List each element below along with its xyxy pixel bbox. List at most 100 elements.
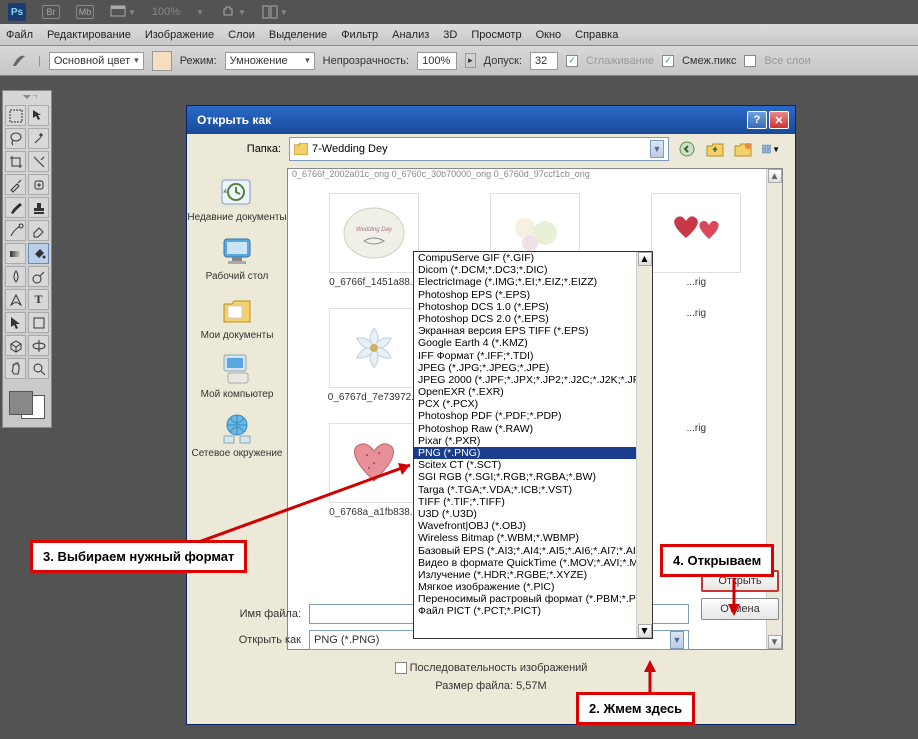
view-menu-icon[interactable]: ▼ xyxy=(761,139,781,159)
hand-tool-icon[interactable] xyxy=(5,358,26,379)
healing-tool-icon[interactable] xyxy=(28,174,49,195)
format-option[interactable]: Переносимый растровый формат (*.PBM;*.PG… xyxy=(414,593,636,605)
color-source-select[interactable]: Основной цвет▾ xyxy=(49,52,144,70)
antialias-checkbox[interactable]: ✓ xyxy=(566,55,578,67)
zoom-tool-icon[interactable] xyxy=(28,358,49,379)
path-select-tool-icon[interactable] xyxy=(5,312,26,333)
place-network[interactable]: Сетевое окружение xyxy=(191,410,282,459)
zoom-level[interactable]: 100% xyxy=(152,6,180,18)
pen-tool-icon[interactable] xyxy=(5,289,26,310)
menu-window[interactable]: Окно xyxy=(536,29,562,41)
format-option[interactable]: Photoshop DCS 1.0 (*.EPS) xyxy=(414,301,636,313)
color-swatches[interactable] xyxy=(5,387,49,423)
contiguous-checkbox[interactable]: ✓ xyxy=(662,55,674,67)
3d-tool-icon[interactable] xyxy=(5,335,26,356)
up-folder-icon[interactable] xyxy=(705,139,725,159)
eraser-tool-icon[interactable] xyxy=(28,220,49,241)
format-option[interactable]: Базовый EPS (*.AI3;*.AI4;*.AI5;*.AI6;*.A… xyxy=(414,545,636,557)
arrange-icon[interactable]: ▼ xyxy=(262,5,288,19)
blend-mode-select[interactable]: Умножение▾ xyxy=(225,52,315,70)
blur-tool-icon[interactable] xyxy=(5,266,26,287)
screen-mode-icon[interactable]: ▼ xyxy=(110,5,136,19)
format-option[interactable]: TIFF (*.TIF;*.TIFF) xyxy=(414,496,636,508)
format-option[interactable]: SGI RGB (*.SGI;*.RGB;*.RGBA;*.BW) xyxy=(414,471,636,483)
format-option[interactable]: Photoshop DCS 2.0 (*.EPS) xyxy=(414,313,636,325)
format-option[interactable]: PNG (*.PNG) xyxy=(414,447,636,459)
format-option[interactable]: Pixar (*.PXR) xyxy=(414,435,636,447)
place-recent[interactable]: Недавние документы xyxy=(187,174,286,223)
stamp-tool-icon[interactable] xyxy=(28,197,49,218)
all-layers-checkbox[interactable] xyxy=(744,55,756,67)
format-option[interactable]: Файл PICT (*.PCT;*.PICT) xyxy=(414,605,636,617)
menu-view[interactable]: Просмотр xyxy=(471,29,521,41)
dodge-tool-icon[interactable] xyxy=(28,266,49,287)
place-desktop[interactable]: Рабочий стол xyxy=(206,233,269,282)
menu-filter[interactable]: Фильтр xyxy=(341,29,378,41)
scroll-down-icon[interactable]: ▼ xyxy=(638,624,652,638)
place-mydocs[interactable]: Мои документы xyxy=(201,292,274,341)
folder-select[interactable]: 7-Wedding Dey ▼ xyxy=(289,137,669,161)
format-option[interactable]: Photoshop EPS (*.EPS) xyxy=(414,289,636,301)
eyedropper-tool-icon[interactable] xyxy=(5,174,26,195)
bridge-icon[interactable]: Br xyxy=(42,5,60,19)
slice-tool-icon[interactable] xyxy=(28,151,49,172)
bucket-tool-icon[interactable] xyxy=(28,243,49,264)
close-icon[interactable]: ✕ xyxy=(769,111,789,129)
place-mycomputer[interactable]: Мой компьютер xyxy=(201,351,274,400)
format-option[interactable]: Google Earth 4 (*.KMZ) xyxy=(414,337,636,349)
type-tool-icon[interactable]: T xyxy=(28,289,49,310)
new-folder-icon[interactable] xyxy=(733,139,753,159)
lasso-tool-icon[interactable] xyxy=(5,128,26,149)
menu-help[interactable]: Справка xyxy=(575,29,618,41)
marquee-tool-icon[interactable] xyxy=(5,105,26,126)
format-option[interactable]: Видео в формате QuickTime (*.MOV;*.AVI;*… xyxy=(414,557,636,569)
menu-image[interactable]: Изображение xyxy=(145,29,214,41)
gradient-tool-icon[interactable] xyxy=(5,243,26,264)
format-option[interactable]: Экранная версия EPS TIFF (*.EPS) xyxy=(414,325,636,337)
format-option[interactable]: JPEG (*.JPG;*.JPEG;*.JPE) xyxy=(414,362,636,374)
format-option[interactable]: JPEG 2000 (*.JPF;*.JPX;*.JP2;*.J2C;*.J2K… xyxy=(414,374,636,386)
chevron-down-icon[interactable]: ▼ xyxy=(650,140,664,158)
shape-tool-icon[interactable] xyxy=(28,312,49,333)
format-option[interactable]: Wavefront|OBJ (*.OBJ) xyxy=(414,520,636,532)
wand-tool-icon[interactable] xyxy=(28,128,49,149)
brush-tool-icon[interactable] xyxy=(5,197,26,218)
scroll-up-icon[interactable]: ▲ xyxy=(638,252,652,266)
color-swatch[interactable] xyxy=(152,51,172,71)
opacity-input[interactable]: 100% xyxy=(417,52,457,70)
mb-icon[interactable]: Mb xyxy=(76,5,94,19)
format-scrointerl[interactable]: ▲ ▼ xyxy=(636,252,652,638)
format-option[interactable]: ElectricImage (*.IMG;*.EI;*.EIZ;*.EIZZ) xyxy=(414,276,636,288)
format-option[interactable]: Wireless Bitmap (*.WBM;*.WBMP) xyxy=(414,532,636,544)
menu-edit[interactable]: Редактирование xyxy=(47,29,131,41)
move-tool-icon[interactable] xyxy=(28,105,49,126)
format-option[interactable]: OpenEXR (*.EXR) xyxy=(414,386,636,398)
format-option[interactable]: U3D (*.U3D) xyxy=(414,508,636,520)
menu-3d[interactable]: 3D xyxy=(443,29,457,41)
scroll-up-icon[interactable]: ▲ xyxy=(768,169,782,183)
format-option[interactable]: PCX (*.PCX) xyxy=(414,398,636,410)
menu-select[interactable]: Выделение xyxy=(269,29,327,41)
sequence-checkbox[interactable] xyxy=(395,662,407,674)
chevron-down-icon[interactable]: ▼ xyxy=(670,631,684,649)
format-option[interactable]: CompuServe GIF (*.GIF) xyxy=(414,252,636,264)
format-option[interactable]: Targa (*.TGA;*.VDA;*.ICB;*.VST) xyxy=(414,484,636,496)
format-option[interactable]: IFF Формат (*.IFF;*.TDI) xyxy=(414,350,636,362)
menu-file[interactable]: Файл xyxy=(6,29,33,41)
menu-layer[interactable]: Слои xyxy=(228,29,255,41)
tool-preset-icon[interactable] xyxy=(8,50,30,72)
format-option[interactable]: Мягкое изображение (*.PIC) xyxy=(414,581,636,593)
hand-icon[interactable]: ▼ xyxy=(220,5,246,19)
back-icon[interactable] xyxy=(677,139,697,159)
format-option[interactable]: Dicom (*.DCM;*.DC3;*.DIC) xyxy=(414,264,636,276)
format-option[interactable]: Scitex CT (*.SCT) xyxy=(414,459,636,471)
help-icon[interactable]: ? xyxy=(747,111,767,129)
menu-analysis[interactable]: Анализ xyxy=(392,29,429,41)
3d-camera-tool-icon[interactable] xyxy=(28,335,49,356)
crop-tool-icon[interactable] xyxy=(5,151,26,172)
tolerance-input[interactable]: 32 xyxy=(530,52,558,70)
format-option[interactable]: Photoshop Raw (*.RAW) xyxy=(414,423,636,435)
history-brush-tool-icon[interactable] xyxy=(5,220,26,241)
format-option[interactable]: Photoshop PDF (*.PDF;*.PDP) xyxy=(414,410,636,422)
format-option[interactable]: Излучение (*.HDR;*.RGBE;*.XYZE) xyxy=(414,569,636,581)
